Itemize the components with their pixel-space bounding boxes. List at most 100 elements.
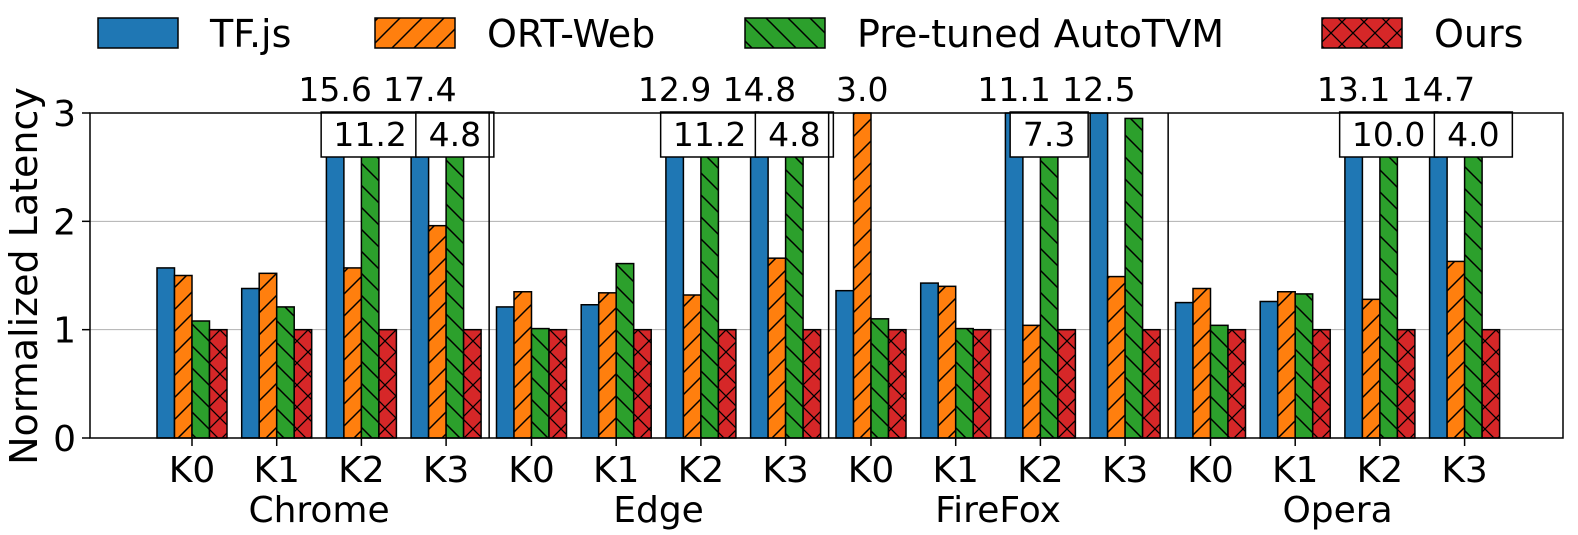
- bar-hatch: [633, 329, 652, 438]
- bar-hatch: [294, 329, 312, 438]
- plot-frame: [89, 112, 1564, 439]
- bar-hatch: [768, 258, 786, 438]
- group-label: FireFox: [935, 490, 1061, 531]
- bar-hatch: [463, 329, 482, 438]
- legend-label: TF.js: [209, 12, 291, 56]
- legend-label: Ours: [1434, 12, 1523, 56]
- bar-hatch: [888, 329, 906, 438]
- boxed-value-label: 11.2: [333, 115, 406, 154]
- bar-hatch: [700, 113, 719, 438]
- legend-swatch: [98, 18, 178, 48]
- bar-marks: [156, 112, 1501, 439]
- bar-hatch: [1295, 293, 1313, 438]
- x-tick-label: K1: [1272, 450, 1319, 491]
- bar-hatch: [174, 275, 192, 438]
- bar-hatch: [428, 225, 447, 438]
- bar-hatch: [1312, 329, 1331, 438]
- legend-swatch-hatch: [375, 18, 455, 48]
- legend-swatch-hatch: [745, 18, 825, 48]
- legend-label: Pre-tuned AutoTVM: [857, 12, 1224, 56]
- value-label: 11.1: [977, 70, 1050, 109]
- bar: [1429, 113, 1448, 438]
- boxed-value-label: 4.8: [768, 115, 820, 154]
- boxed-value-label-box: [415, 111, 495, 158]
- y-axis-title: Normalized Latency: [2, 87, 46, 465]
- bar-hatch: [871, 318, 889, 438]
- boxed-value-label: 11.2: [673, 115, 746, 154]
- bar-hatch: [531, 328, 549, 438]
- bar-hatch: [1125, 118, 1143, 439]
- bar: [241, 288, 260, 438]
- boxed-value-label-box: [754, 111, 835, 158]
- x-tick-label: K2: [1357, 450, 1404, 491]
- x-tick-label: K2: [338, 450, 385, 491]
- bar: [1260, 301, 1278, 438]
- bar-hatch: [1447, 261, 1465, 438]
- value-label: 12.5: [1062, 70, 1135, 109]
- y-tick-label: 0: [53, 419, 76, 460]
- bar-hatch: [1379, 113, 1398, 438]
- bar-hatch: [514, 291, 532, 438]
- legend-label: ORT-Web: [487, 12, 655, 56]
- bar: [920, 283, 939, 438]
- boxed-value-label-box: [1433, 111, 1514, 158]
- group-label: Edge: [613, 490, 704, 531]
- axes: 0 1 2 3 K0 K1 K2 K3 Chrome K0 K1 K2 K3 Edge K0 K1 K2 K3 Fi…: [53, 94, 1564, 531]
- bar-hatch: [938, 286, 956, 438]
- bar: [836, 290, 854, 438]
- legend: TF.js ORT-Web Pre-tuned AutoTVM Ours: [97, 12, 1523, 56]
- bar-hatch: [1210, 325, 1228, 438]
- x-tick-label: K0: [508, 450, 555, 491]
- group-label: Opera: [1282, 490, 1392, 531]
- boxed-value-label-box: [1009, 111, 1089, 158]
- bar-hatch: [1193, 288, 1211, 438]
- x-tick-label: K0: [1187, 450, 1234, 491]
- bar-hatch: [955, 328, 974, 438]
- x-tick-label: K1: [253, 450, 300, 491]
- bar-hatch: [683, 295, 701, 438]
- y-tick-label: 1: [53, 311, 76, 352]
- boxed-value-label-box: [1338, 111, 1439, 158]
- bar-hatch: [276, 306, 295, 438]
- y-tick-label: 2: [53, 202, 76, 243]
- bar-hatch: [973, 329, 991, 438]
- legend-swatch-outline: [744, 17, 826, 49]
- bar: [1175, 302, 1193, 438]
- value-label: 15.6: [298, 70, 371, 109]
- bar: [496, 306, 514, 438]
- bar-hatch: [803, 329, 821, 438]
- value-label: 17.4: [383, 70, 456, 109]
- boxed-value-label-box: [320, 111, 420, 158]
- bar: [326, 113, 344, 438]
- bar: [665, 113, 684, 438]
- bar: [581, 304, 599, 438]
- value-label: 3.0: [836, 70, 888, 109]
- bar-hatch: [549, 329, 567, 438]
- x-tick-label: K2: [1017, 450, 1064, 491]
- boxed-value-label: 4.0: [1447, 115, 1499, 154]
- x-tick-label: K0: [848, 450, 895, 491]
- bar-hatch: [598, 292, 617, 438]
- bar-hatch: [1228, 329, 1246, 438]
- bar-hatch: [1107, 276, 1126, 438]
- boxed-value-label: 7.3: [1023, 115, 1075, 154]
- y-tick-label: 3: [53, 94, 76, 135]
- bar: [1344, 113, 1363, 438]
- bar-hatch: [1142, 329, 1161, 438]
- value-label: 14.7: [1402, 70, 1475, 109]
- boxed-value-label-box: [659, 111, 760, 158]
- group-label: Chrome: [248, 490, 389, 531]
- bar-hatch: [1277, 291, 1296, 438]
- legend-swatch-outline: [1321, 17, 1403, 49]
- legend-swatch-hatch: [1322, 18, 1402, 48]
- bar-hatch: [259, 273, 277, 438]
- bar-hatch: [446, 113, 464, 438]
- bar: [1005, 113, 1023, 438]
- x-tick-label: K1: [932, 450, 979, 491]
- bar-hatch: [1040, 113, 1058, 438]
- bar-hatch: [361, 113, 379, 438]
- bar-hatch: [616, 263, 634, 438]
- value-label: 13.1: [1317, 70, 1390, 109]
- x-tick-label: K3: [423, 450, 470, 491]
- overflow-value-labels: 15.6 17.4 11.2 4.8 12.9 14.8 11.2 4.8 3.0 11.1 12.…: [298, 70, 1514, 158]
